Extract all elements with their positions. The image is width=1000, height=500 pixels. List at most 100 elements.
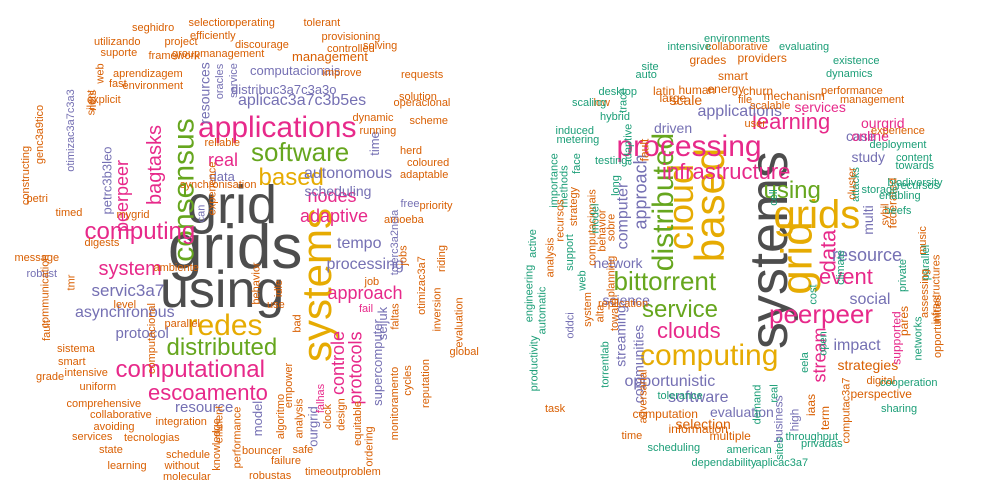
- word-timeoutproblem: timeoutproblem: [305, 465, 381, 478]
- word-perspective: perspective: [850, 387, 912, 401]
- word-robustas: robustas: [249, 469, 292, 482]
- word-model: model: [249, 400, 265, 436]
- word-privadas: privadas: [801, 437, 843, 450]
- word-dynamic: dynamic: [352, 111, 394, 124]
- word-computing: computing: [640, 339, 779, 372]
- word-services: services: [794, 99, 846, 115]
- word-learning: learning: [107, 459, 147, 472]
- word-supported: supported: [889, 311, 904, 365]
- word-site: site: [641, 60, 659, 73]
- word-software: software: [668, 389, 729, 406]
- word-processing: processing: [616, 130, 762, 163]
- word-algoritmo: algoritmo: [274, 393, 287, 439]
- word-priority: priority: [419, 199, 453, 212]
- word-framework: framework: [148, 49, 200, 62]
- word-private: private: [896, 258, 909, 292]
- word-resource: resource: [175, 398, 234, 416]
- word-behavior: behavior: [596, 208, 609, 252]
- word-aprendizagem: aprendizagem: [113, 67, 183, 80]
- word-experience: experience: [871, 124, 925, 137]
- word-otimizac3a7: otimizac3a7: [415, 255, 428, 315]
- word-computational: computational: [115, 356, 265, 383]
- word-grade: grade: [36, 370, 65, 383]
- word-knowledge: knowledge: [210, 417, 223, 471]
- word-service: service: [642, 296, 719, 323]
- word-scheme: scheme: [409, 114, 449, 127]
- word-demand: demand: [751, 384, 764, 424]
- word-throughput: throughput: [785, 430, 839, 443]
- word-schedule: schedule: [166, 448, 211, 461]
- word-impact: impact: [833, 337, 881, 354]
- word-based: based: [258, 164, 324, 191]
- word-information: information: [668, 422, 728, 436]
- word-safe: safe: [292, 443, 314, 456]
- word-experience: experience: [206, 161, 219, 215]
- word-approach: approach: [630, 154, 651, 230]
- word-web: web: [576, 269, 589, 291]
- word-storage: storage: [861, 183, 899, 196]
- word-seghidro: seghidro: [132, 21, 175, 34]
- word-fault: fault: [636, 138, 651, 162]
- word-molecular: molecular: [163, 470, 211, 483]
- word-escoamento: escoamento: [148, 380, 268, 405]
- word-networks: networks: [912, 315, 925, 361]
- word-idle: idle: [272, 279, 285, 297]
- word-strategy: strategy: [567, 186, 580, 226]
- word-job: job: [364, 275, 380, 288]
- word-controlled: controlled: [327, 42, 375, 55]
- word-bagtasks: bagtasks: [144, 124, 167, 206]
- word-protocol: protocol: [115, 324, 169, 342]
- word-autonomous: autonomous: [304, 165, 393, 182]
- word-low: low: [593, 96, 611, 109]
- word-bouncer: bouncer: [242, 444, 282, 457]
- word-applications: applications: [697, 103, 783, 120]
- word-servic3a7: servic3a7: [91, 280, 165, 300]
- word-opportunities: opportunities: [931, 294, 944, 358]
- word-replication: replication: [598, 297, 649, 310]
- word-collaborative: collaborative: [90, 408, 152, 421]
- word-resource: resource: [832, 245, 903, 265]
- word-online: online: [851, 128, 889, 144]
- word-using: using: [160, 261, 285, 319]
- word-nodes: nodes: [307, 186, 357, 206]
- word-design: design: [335, 397, 348, 431]
- word-applications: applications: [198, 111, 357, 144]
- word-timed: timed: [55, 206, 83, 219]
- word-infrastructure: infrastructure: [662, 159, 791, 184]
- word-state: state: [99, 443, 123, 456]
- word-tolerance: tolerance: [657, 389, 703, 402]
- word-multiple: multiple: [709, 429, 751, 443]
- word-social: social: [849, 291, 891, 308]
- word-ambiente: ambiente: [153, 261, 199, 274]
- word-clock: clock: [321, 403, 334, 429]
- word-faltas: faltas: [389, 302, 402, 330]
- word-science: science: [602, 292, 650, 308]
- word-adversarial: adversarial: [637, 369, 650, 423]
- word-large: large: [659, 91, 687, 105]
- word-otimizac3a7c3a3: otimizac3a7c3a3: [64, 88, 77, 172]
- word-file: file: [738, 93, 753, 106]
- word-active: active: [526, 228, 539, 258]
- word-auto: auto: [635, 68, 657, 81]
- word-productivity: productivity: [528, 335, 541, 391]
- word-use: use: [267, 298, 285, 311]
- word-biodiversity: biodiversity: [887, 176, 943, 189]
- word-dynamics: dynamics: [826, 67, 873, 80]
- word-analysis: analysis: [293, 398, 306, 438]
- word-mechanism: mechanism: [763, 89, 825, 103]
- word-utilizando: utilizando: [94, 35, 141, 48]
- word-message: message: [14, 251, 60, 264]
- word-task: task: [545, 402, 566, 415]
- word-tmr: tmr: [65, 274, 78, 290]
- word-energy: energy: [707, 82, 745, 96]
- word-bad: bad: [291, 313, 304, 333]
- word-system: system: [581, 291, 594, 327]
- word-genc3a9tico: genc3a9tico: [33, 104, 46, 164]
- word-digests: digests: [84, 236, 120, 249]
- word-engineering: engineering: [523, 264, 536, 322]
- word-scalable: scalable: [750, 99, 791, 112]
- word-sistema: sistema: [57, 342, 95, 355]
- word-churn: churn: [743, 84, 774, 98]
- word-planning: planning: [605, 255, 618, 297]
- word-sharing: sharing: [881, 402, 918, 415]
